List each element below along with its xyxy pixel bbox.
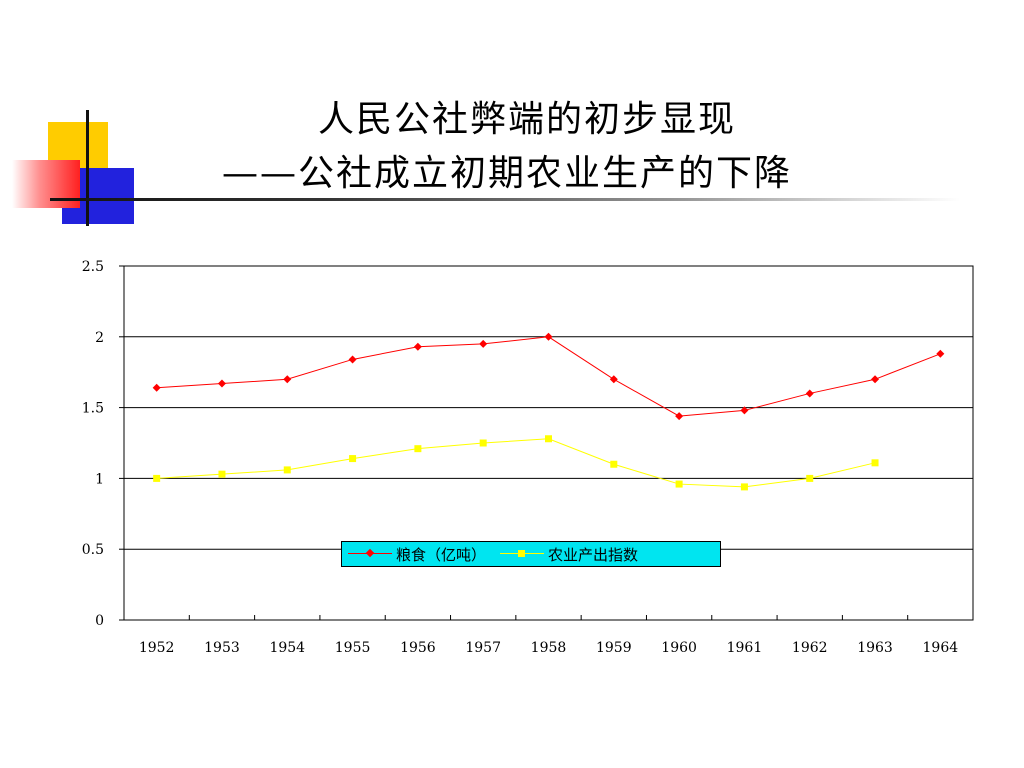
data-point <box>153 474 161 482</box>
y-tick-label: 1.5 <box>82 401 104 417</box>
data-point <box>413 342 422 351</box>
x-tick-label: 1962 <box>792 640 828 656</box>
legend-label-grain: 粮食（亿吨） <box>396 545 487 564</box>
data-point <box>871 375 880 384</box>
series-layer <box>152 332 945 491</box>
legend-item-grain: 粮食（亿吨） <box>348 544 486 565</box>
data-point <box>610 460 618 468</box>
x-tick-label: 1963 <box>857 640 893 656</box>
data-point <box>544 332 553 341</box>
data-point <box>936 349 945 358</box>
data-point <box>414 445 422 453</box>
legend-label-agri-index: 农业产出指数 <box>548 545 639 564</box>
plot-area-border <box>123 265 974 621</box>
x-tick-label: 1959 <box>596 640 632 656</box>
data-point <box>545 435 552 443</box>
data-point <box>740 406 749 415</box>
data-point <box>283 375 292 384</box>
data-point <box>348 355 357 364</box>
data-point <box>217 379 226 388</box>
x-tick-label: 1954 <box>269 640 305 656</box>
x-tick-label: 1953 <box>204 640 240 656</box>
data-point <box>349 455 357 463</box>
data-point <box>871 459 879 467</box>
data-point <box>283 466 291 474</box>
x-tick-label: 1956 <box>400 640 436 656</box>
legend-swatch-grain <box>348 547 392 561</box>
y-tick-label: 1 <box>95 471 104 487</box>
slide-subtitle: ——公社成立初期农业生产的下降 <box>222 153 793 194</box>
series-line-0 <box>156 336 941 417</box>
data-point <box>675 412 684 421</box>
data-point <box>806 474 814 482</box>
data-point <box>740 483 748 491</box>
legend-swatch-agri-index <box>500 547 545 561</box>
x-tick-label: 1952 <box>139 640 175 656</box>
x-tick-label: 1957 <box>465 640 501 656</box>
grid-layer <box>124 336 973 550</box>
y-tick-label: 0 <box>95 613 104 629</box>
x-tick-label: 1955 <box>335 640 371 656</box>
data-point <box>609 375 618 384</box>
y-tick-label: 2 <box>95 330 104 346</box>
x-axis: 1952 1953 1954 1955 1956 1957 1958 1959 1960 1961… <box>123 615 974 656</box>
x-tick-label: 1960 <box>661 640 697 656</box>
decor-horizontal-line <box>50 198 960 201</box>
legend-item-agri-index: 农业产出指数 <box>500 544 638 565</box>
data-point <box>218 470 226 478</box>
chart-legend: 粮食（亿吨） 农业产出指数 <box>341 541 721 567</box>
decor-vertical-line <box>86 110 89 226</box>
data-point <box>675 480 683 488</box>
y-tick-label: 0.5 <box>82 542 104 558</box>
x-tick-label: 1958 <box>531 640 567 656</box>
data-point <box>479 339 488 348</box>
data-point <box>805 389 814 398</box>
x-tick-label: 1964 <box>923 640 959 656</box>
series-line-1 <box>156 438 876 488</box>
y-tick-label: 2.5 <box>82 259 104 275</box>
data-point <box>152 383 161 392</box>
slide-title: 人民公社弊端的初步显现 <box>318 99 737 140</box>
data-point <box>479 439 487 447</box>
y-axis: 0 0.5 1 1.5 2 2.5 <box>82 259 124 629</box>
x-tick-label: 1961 <box>727 640 763 656</box>
